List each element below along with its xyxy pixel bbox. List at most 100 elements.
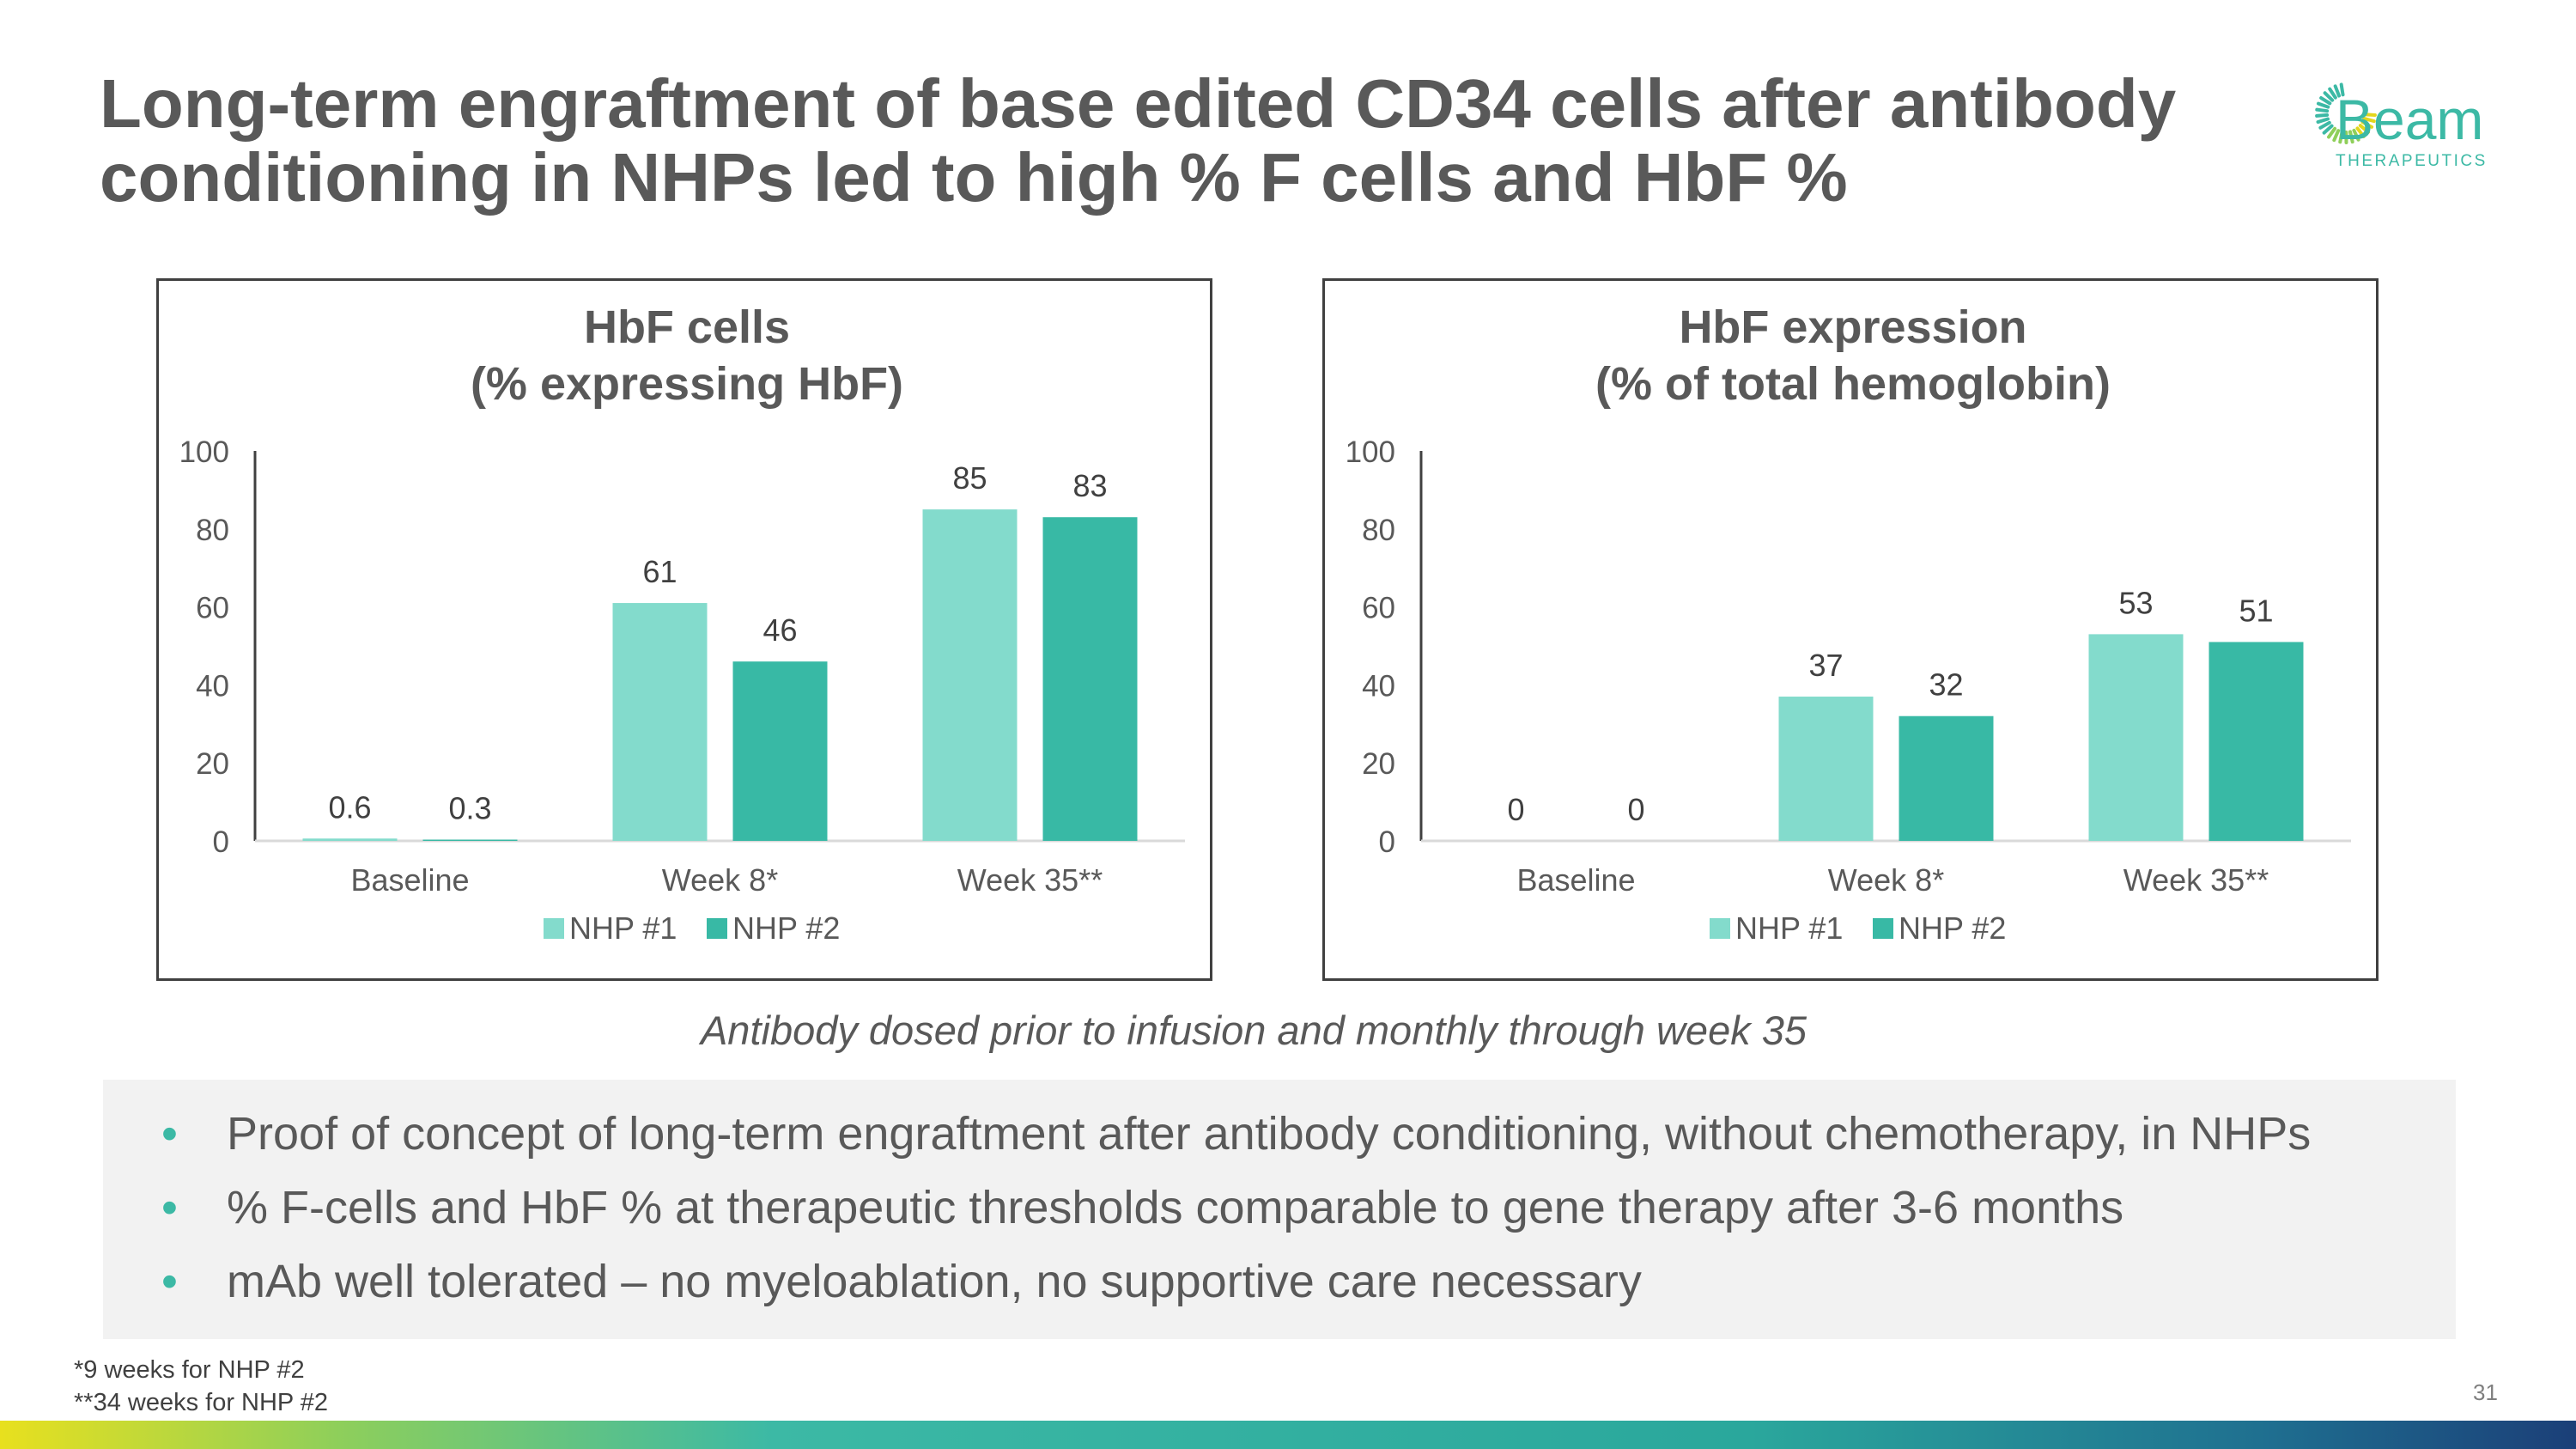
x-tick-label: Week 35** xyxy=(2123,862,2269,898)
beam-logo: Beam THERAPEUTICS xyxy=(2315,82,2488,170)
y-tick-label: 20 xyxy=(196,747,229,781)
bar xyxy=(922,509,1018,841)
sunburst-ray xyxy=(2327,126,2337,139)
bar xyxy=(612,603,708,841)
legend-label: NHP #1 xyxy=(1735,910,1843,946)
chart-title-line: (% of total hemoglobin) xyxy=(1595,358,2111,410)
sunburst-ray xyxy=(2358,124,2371,134)
y-tick-label: 80 xyxy=(196,514,229,547)
bullet-item: • % F-cells and HbF % at therapeutic thr… xyxy=(103,1178,2456,1251)
bullet-icon: • xyxy=(161,1182,178,1233)
sunburst-ray xyxy=(2333,84,2342,98)
sunburst-ray xyxy=(2316,101,2330,109)
data-label: 51 xyxy=(2239,593,2273,628)
legend-swatch xyxy=(707,918,727,939)
sunburst-ray xyxy=(2352,128,2360,142)
data-label: 32 xyxy=(1929,667,1963,703)
sunburst-ray xyxy=(2328,87,2337,100)
bullet-text: mAb well tolerated – no myeloablation, n… xyxy=(227,1256,1642,1307)
chart-hbf-cells-svg: HbF cells(% expressing HbF) 0 20 40 60 80 100 B… xyxy=(179,301,1185,946)
bullet-icon: • xyxy=(161,1108,178,1160)
x-tick-label: Week 8* xyxy=(1828,862,1944,898)
y-tick-label: 40 xyxy=(1362,669,1395,703)
sunburst-ray xyxy=(2338,130,2344,144)
legend-swatch xyxy=(1710,918,1730,939)
data-label: 85 xyxy=(952,460,987,496)
sunburst-ray xyxy=(2316,117,2330,125)
legend-label: NHP #2 xyxy=(732,910,840,946)
data-label: 37 xyxy=(1808,648,1843,683)
chart-hbf-cells: HbF cells (% expressing HbF) 0 20 40 60 80 100 B… xyxy=(156,278,1212,981)
bullet-text: Proof of concept of long-term engraftmen… xyxy=(227,1108,2312,1160)
slide-title-line-1: Long-term engraftment of base edited CD3… xyxy=(100,65,2177,142)
bullet-icon: • xyxy=(161,1256,178,1307)
key-points-box: • Proof of concept of long-term engraftm… xyxy=(103,1080,2456,1339)
chart-title-line: HbF expression xyxy=(1679,301,2026,353)
data-label: 46 xyxy=(762,612,797,648)
data-label: 83 xyxy=(1072,468,1107,503)
chart-hbf-expression-svg: HbF expression(% of total hemoglobin) 0 20… xyxy=(1346,301,2351,946)
sunburst-ray xyxy=(2360,120,2374,129)
legend-label: NHP #2 xyxy=(1899,910,2006,946)
sunburst-ray xyxy=(2332,129,2341,143)
y-tick-label: 80 xyxy=(1362,514,1395,547)
data-label: 0 xyxy=(1507,792,1524,827)
chart-caption: Antibody dosed prior to infusion and mon… xyxy=(700,1008,1807,1053)
bar xyxy=(2208,642,2304,841)
data-label: 53 xyxy=(2118,585,2153,620)
legend-swatch xyxy=(544,918,564,939)
sunburst-ray xyxy=(2362,113,2377,117)
y-tick-label: 100 xyxy=(1346,435,1395,469)
sunburst-ray xyxy=(2322,124,2334,135)
logo-name: Beam xyxy=(2336,88,2483,151)
bullet-text: % F-cells and HbF % at therapeutic thres… xyxy=(227,1182,2124,1233)
bar xyxy=(302,838,398,841)
data-label: 0.3 xyxy=(448,791,491,826)
y-tick-label: 40 xyxy=(196,669,229,703)
legend-label: NHP #1 xyxy=(569,910,677,946)
bar xyxy=(1042,517,1138,841)
footer-gradient-bar xyxy=(0,1421,2576,1449)
y-tick-label: 60 xyxy=(1362,592,1395,625)
x-tick-label: Baseline xyxy=(350,862,469,898)
sunburst-ray xyxy=(2339,82,2345,97)
footnote: **34 weeks for NHP #2 xyxy=(74,1389,329,1416)
y-tick-label: 0 xyxy=(1379,825,1395,859)
y-tick-label: 0 xyxy=(213,825,229,859)
page-number: 31 xyxy=(2473,1379,2498,1405)
bar xyxy=(732,661,828,841)
chart-title-line: (% expressing HbF) xyxy=(471,358,903,410)
sunburst-ray xyxy=(2348,130,2354,144)
chart-title-line: HbF cells xyxy=(584,301,790,353)
y-tick-label: 100 xyxy=(179,435,229,469)
data-label: 0 xyxy=(1627,792,1644,827)
x-tick-label: Week 35** xyxy=(957,862,1103,898)
x-tick-label: Week 8* xyxy=(662,862,778,898)
sunburst-ray xyxy=(2315,113,2330,118)
bar xyxy=(422,839,518,841)
x-tick-label: Baseline xyxy=(1516,862,1635,898)
sunburst-ray xyxy=(2315,107,2330,113)
slide-title-line-2: conditioning in NHPs led to high % F cel… xyxy=(100,139,1848,216)
logo-tagline: THERAPEUTICS xyxy=(2336,152,2488,170)
y-tick-label: 20 xyxy=(1362,747,1395,781)
sunburst-ray xyxy=(2323,91,2335,102)
sunburst-ray xyxy=(2318,120,2331,130)
bar xyxy=(1778,697,1874,841)
bar xyxy=(1899,715,1994,841)
sunburst-ray xyxy=(2355,126,2366,138)
footnote: *9 weeks for NHP #2 xyxy=(74,1356,305,1384)
footnotes: *9 weeks for NHP #2 **34 weeks for NHP #… xyxy=(74,1354,328,1419)
chart-hbf-expression: HbF expression (% of total hemoglobin) 0 20… xyxy=(1322,278,2379,981)
y-tick-label: 60 xyxy=(196,592,229,625)
data-label: 61 xyxy=(642,554,677,589)
data-label: 0.6 xyxy=(328,789,371,825)
bullet-item: • Proof of concept of long-term engraftm… xyxy=(103,1104,2456,1178)
slide-title: Long-term engraftment of base edited CD3… xyxy=(100,67,2298,215)
bar xyxy=(2088,634,2184,841)
sunburst-ray xyxy=(2362,116,2376,124)
legend-swatch xyxy=(1873,918,1893,939)
sunburst-ray xyxy=(2319,96,2332,106)
sunburst-icon xyxy=(2315,82,2377,144)
bullet-item: • mAb well tolerated – no myeloablation,… xyxy=(103,1251,2456,1325)
